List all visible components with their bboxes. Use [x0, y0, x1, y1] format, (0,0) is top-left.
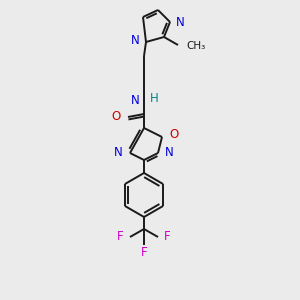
Text: F: F [164, 230, 171, 244]
Text: N: N [176, 16, 185, 28]
Text: F: F [141, 245, 147, 259]
Text: N: N [131, 94, 140, 106]
Text: N: N [165, 146, 174, 160]
Text: N: N [114, 146, 123, 160]
Text: O: O [169, 128, 178, 142]
Text: CH₃: CH₃ [186, 41, 205, 51]
Text: N: N [131, 34, 140, 47]
Text: F: F [117, 230, 124, 244]
Text: H: H [150, 92, 159, 106]
Text: O: O [112, 110, 121, 124]
